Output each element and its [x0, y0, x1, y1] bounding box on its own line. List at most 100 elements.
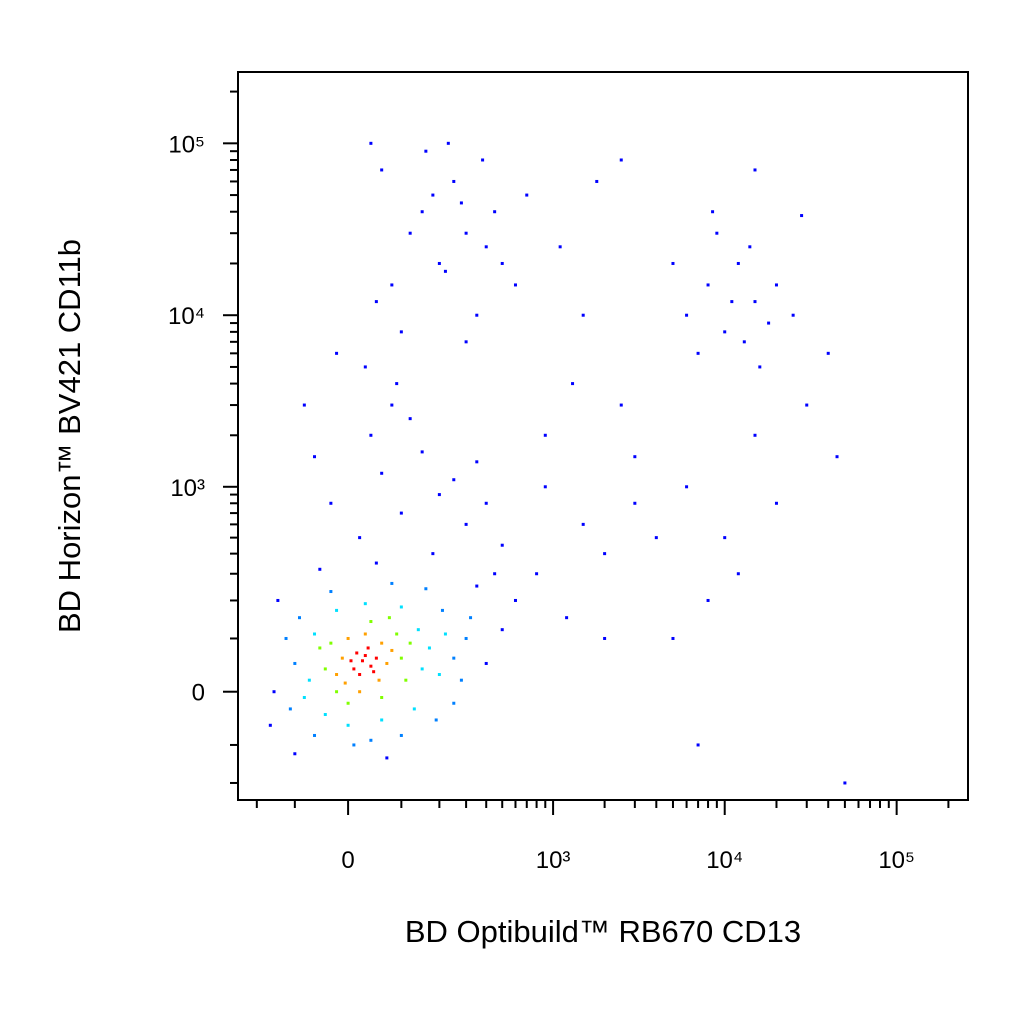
event-dot [374, 561, 378, 565]
event-dot [685, 485, 689, 489]
event-dot [767, 321, 771, 325]
event-dot [399, 733, 403, 737]
event-dot [475, 460, 479, 464]
event-dot [363, 654, 367, 658]
event-dot [452, 179, 456, 183]
event-dot [358, 536, 362, 540]
event-dot [399, 656, 403, 660]
event-dot [753, 300, 757, 304]
event-dot [595, 179, 599, 183]
event-dot [380, 168, 384, 172]
event-dot [565, 616, 569, 620]
event-dot [323, 667, 327, 671]
event-dot [543, 433, 547, 437]
event-dot [452, 701, 456, 705]
event-dot [723, 330, 727, 334]
event-dot [543, 485, 547, 489]
event-dot [363, 365, 367, 369]
event-dot [349, 659, 353, 663]
event-dot [346, 701, 350, 705]
event-dot [706, 598, 710, 602]
event-dot [715, 231, 719, 235]
event-dot [335, 673, 339, 677]
plot-frame [237, 71, 969, 801]
event-dot [633, 455, 637, 459]
event-dot [826, 351, 830, 355]
event-dot [272, 690, 276, 694]
event-dot [390, 648, 394, 652]
event-dot [723, 536, 727, 540]
event-dot [395, 632, 399, 636]
event-dot [352, 743, 356, 747]
event-dot [619, 403, 623, 407]
event-dot [671, 636, 675, 640]
event-dot [791, 313, 795, 317]
event-dot [633, 501, 637, 505]
event-dot [340, 656, 344, 660]
event-dot [500, 261, 504, 265]
event-dot [459, 678, 463, 682]
event-dot [464, 340, 468, 344]
x-axis-title: BD Optibuild™ RB670 CD13 [405, 914, 801, 949]
event-dot [355, 651, 359, 655]
event-dot [416, 628, 420, 632]
y-tick-label: 10³ [170, 475, 205, 502]
event-dot [446, 141, 450, 145]
x-tick-label: 10³ [536, 847, 571, 874]
event-dot [399, 330, 403, 334]
event-dot [431, 552, 435, 556]
event-dot [500, 543, 504, 547]
x-tick-label: 0 [341, 847, 354, 874]
event-dot [360, 659, 364, 663]
event-dot [369, 620, 373, 624]
event-dot [298, 616, 302, 620]
y-tick-label: 10⁴ [168, 303, 205, 330]
event-dot [420, 667, 424, 671]
event-dot [581, 522, 585, 526]
event-dot [358, 673, 362, 677]
event-dot [571, 382, 575, 386]
event-dot [525, 193, 529, 197]
event-dot [706, 283, 710, 287]
event-dot [276, 598, 280, 602]
event-dot [307, 678, 311, 682]
event-dot [408, 641, 412, 645]
event-dot [452, 656, 456, 660]
event-dot [437, 673, 441, 677]
event-dot [408, 231, 412, 235]
event-dot [377, 678, 381, 682]
event-dot [493, 210, 497, 214]
event-dot [380, 718, 384, 722]
event-dot [380, 695, 384, 699]
event-dot [387, 616, 391, 620]
event-dot [464, 636, 468, 640]
event-dot [369, 664, 373, 668]
event-dot [443, 632, 447, 636]
event-dot [711, 210, 715, 214]
event-dot [484, 245, 488, 249]
event-dot [408, 417, 412, 421]
y-tick-label: 10⁵ [168, 131, 205, 158]
event-dot [459, 201, 463, 205]
event-dot [464, 522, 468, 526]
event-dot [374, 656, 378, 660]
event-dot [268, 723, 272, 727]
event-dot [313, 632, 317, 636]
event-dot [302, 403, 306, 407]
event-dot [730, 300, 734, 304]
event-dot [380, 471, 384, 475]
event-dot [685, 313, 689, 317]
event-dot [346, 636, 350, 640]
event-dot [363, 602, 367, 606]
event-dot [390, 581, 394, 585]
event-dot [440, 608, 444, 612]
event-dot [558, 245, 562, 249]
event-dot [358, 690, 362, 694]
event-dot [800, 214, 804, 218]
event-dot [835, 455, 839, 459]
event-dot [380, 641, 384, 645]
event-dot [346, 723, 350, 727]
event-dot [399, 511, 403, 515]
event-dot [805, 403, 809, 407]
